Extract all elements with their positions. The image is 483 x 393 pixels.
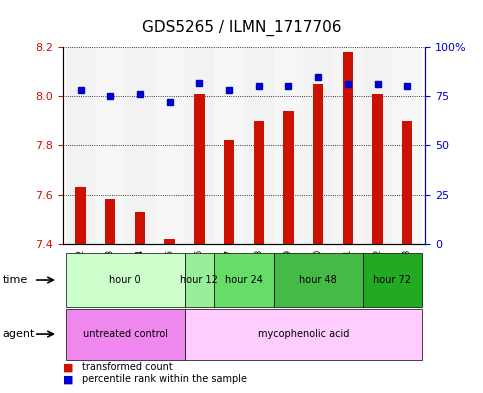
Text: hour 12: hour 12 <box>181 275 218 285</box>
Text: time: time <box>2 275 28 285</box>
Bar <box>165 239 175 244</box>
Bar <box>392 47 422 244</box>
Bar <box>244 47 273 244</box>
Bar <box>333 47 363 244</box>
Text: hour 48: hour 48 <box>299 275 337 285</box>
Bar <box>254 121 264 244</box>
Text: agent: agent <box>2 329 35 339</box>
Text: ■: ■ <box>63 374 73 384</box>
Text: GDS5265 / ILMN_1717706: GDS5265 / ILMN_1717706 <box>142 19 341 36</box>
Bar <box>105 199 115 244</box>
Text: hour 24: hour 24 <box>225 275 263 285</box>
Text: mycophenolic acid: mycophenolic acid <box>257 329 349 339</box>
Bar <box>283 111 294 244</box>
Bar <box>135 212 145 244</box>
Bar <box>155 47 185 244</box>
Bar <box>96 47 125 244</box>
Text: transformed count: transformed count <box>82 362 173 373</box>
Bar <box>273 47 303 244</box>
Bar <box>372 94 383 244</box>
Text: percentile rank within the sample: percentile rank within the sample <box>82 374 247 384</box>
Text: hour 0: hour 0 <box>109 275 141 285</box>
Bar <box>194 94 205 244</box>
Bar <box>313 84 323 244</box>
Bar <box>342 52 353 244</box>
Bar <box>125 47 155 244</box>
Bar <box>66 47 96 244</box>
Bar <box>214 47 244 244</box>
Bar <box>363 47 392 244</box>
Text: hour 72: hour 72 <box>373 275 412 285</box>
Bar <box>303 47 333 244</box>
Bar <box>224 140 234 244</box>
Text: untreated control: untreated control <box>83 329 168 339</box>
Bar <box>185 47 214 244</box>
Bar <box>402 121 412 244</box>
Bar <box>75 187 86 244</box>
Text: ■: ■ <box>63 362 73 373</box>
